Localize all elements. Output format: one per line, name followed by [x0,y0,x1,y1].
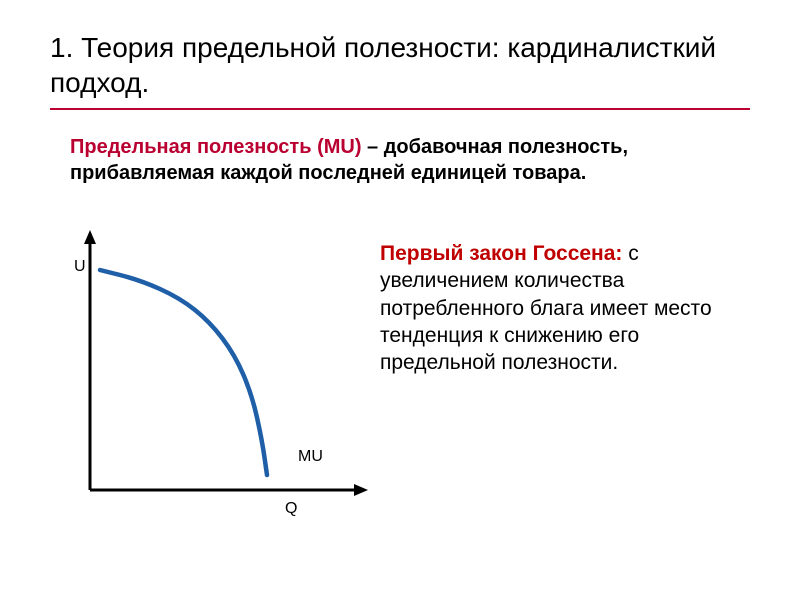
definition-term: Предельная полезность (MU) [70,136,362,158]
mu-curve [100,270,267,475]
x-axis-arrowhead [354,484,368,496]
utility-chart: U MU Q [80,230,380,530]
law-title: Первый закон Госсена: [380,242,622,265]
y-axis-arrowhead [84,230,96,244]
axis-label-u: U [74,258,86,276]
axis-label-q: Q [285,500,297,518]
curve-label-mu: MU [298,448,323,466]
slide-title: 1. Теория предельной полезности: кардина… [50,30,750,100]
title-rule [50,108,750,110]
chart-svg [80,230,380,530]
law-block: Первый закон Госсена: с увеличением коли… [380,240,760,376]
definition-line: Предельная полезность (MU) – добавочная … [70,134,752,186]
